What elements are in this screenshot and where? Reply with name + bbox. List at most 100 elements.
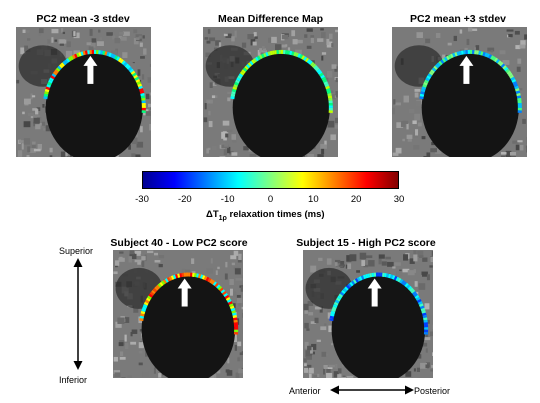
cartilage-segment <box>80 51 84 56</box>
mri-texture <box>16 79 20 84</box>
cartilage-segment <box>314 66 320 72</box>
femoral-condyle <box>232 53 330 157</box>
mri-texture <box>317 38 324 42</box>
mri-texture <box>414 281 418 287</box>
cartilage-segment <box>293 51 297 57</box>
mri-texture <box>60 151 66 157</box>
mri-texture <box>237 356 243 362</box>
mri-texture <box>136 141 144 148</box>
mri-texture <box>17 150 23 157</box>
mri-texture <box>235 278 243 281</box>
cartilage-segment <box>497 60 502 65</box>
cartilage-segment <box>175 274 179 279</box>
cartilage-segment <box>267 51 271 56</box>
panel-title-mean-diff: Mean Difference Map <box>217 13 324 25</box>
cartilage-segment <box>207 277 212 283</box>
mri-texture <box>324 140 327 145</box>
mri-texture <box>133 29 138 34</box>
cartilage-segment <box>332 306 337 310</box>
cartilage-segment <box>205 276 210 282</box>
mri-texture <box>517 58 522 64</box>
mri-texture <box>330 134 336 141</box>
mri-texture <box>516 66 521 72</box>
mri-texture <box>442 54 446 60</box>
cartilage-segment <box>52 71 58 76</box>
cartilage-segment <box>410 289 416 294</box>
mri-texture <box>218 42 222 48</box>
mri-texture <box>425 38 431 44</box>
cartilage-segment <box>245 63 251 69</box>
mri-texture <box>158 264 163 268</box>
image-mean-diff <box>203 27 338 157</box>
cartilage-segment <box>402 281 407 286</box>
mri-texture <box>402 120 409 125</box>
mri-texture <box>137 69 141 76</box>
cartilage-segment <box>231 88 237 93</box>
cartilage-segment <box>114 55 119 60</box>
mri-texture <box>405 371 412 377</box>
cartilage-segment <box>337 295 342 300</box>
cartilage-segment <box>417 301 423 306</box>
mri-texture <box>30 93 33 100</box>
mri-texture <box>310 347 313 354</box>
cartilage-segment <box>333 301 339 306</box>
mri-texture <box>321 55 324 61</box>
mri-texture <box>243 146 249 151</box>
cartilage-segment <box>321 76 327 81</box>
mri-texture <box>204 37 209 40</box>
mri-texture <box>303 303 309 311</box>
cartilage-segment <box>351 280 356 286</box>
cartilage-segment <box>499 61 504 67</box>
cartilage-segment <box>157 283 162 288</box>
mri-texture <box>403 95 409 103</box>
mri-texture <box>123 317 130 323</box>
cartilage-segment <box>104 51 108 56</box>
cartilage-segment <box>395 276 400 282</box>
cartilage-segment <box>389 274 394 279</box>
cartilage-segment <box>228 303 234 308</box>
mri-texture <box>19 140 24 143</box>
mri-texture <box>153 252 159 256</box>
image-pc2-plus <box>392 27 527 157</box>
mri-texture <box>239 352 243 356</box>
colorbar-tick-label: 10 <box>308 194 319 205</box>
mri-texture <box>414 113 421 121</box>
mri-texture <box>207 29 211 34</box>
mri-texture <box>229 278 234 286</box>
cartilage-segment <box>237 75 243 80</box>
mri-texture <box>321 52 327 55</box>
mri-texture <box>403 254 409 261</box>
mri-texture <box>395 147 402 154</box>
mri-texture <box>124 334 127 342</box>
femoral-condyle <box>141 275 236 378</box>
cartilage-segment <box>391 275 396 280</box>
cartilage-segment <box>295 52 299 58</box>
mri-texture <box>402 138 405 142</box>
cartilage-segment <box>44 91 49 95</box>
cartilage-segment <box>338 293 344 298</box>
cartilage-segment <box>423 81 428 86</box>
cartilage-segment <box>241 69 246 74</box>
mri-texture <box>26 30 30 33</box>
mri-texture <box>416 32 423 39</box>
mri-texture <box>337 368 342 374</box>
cartilage-segment <box>406 284 411 289</box>
colorbar-tick-label: 0 <box>267 194 274 205</box>
mri-texture <box>515 144 520 151</box>
mri-texture <box>24 45 28 52</box>
cartilage-segment <box>62 60 67 66</box>
mri-texture <box>147 250 154 254</box>
mri-texture <box>306 28 313 32</box>
mri-texture <box>223 33 228 37</box>
mri-texture <box>96 41 104 47</box>
mri-texture <box>328 364 335 368</box>
mri-texture <box>23 121 31 128</box>
mri-texture <box>304 367 309 373</box>
image-subject-40 <box>113 250 243 378</box>
cartilage-segment <box>440 59 445 64</box>
vertical-double-arrow-icon <box>73 258 83 370</box>
mri-texture <box>22 111 25 115</box>
mri-texture <box>519 144 524 151</box>
cartilage-segment <box>393 275 398 281</box>
mri-texture <box>413 250 417 255</box>
